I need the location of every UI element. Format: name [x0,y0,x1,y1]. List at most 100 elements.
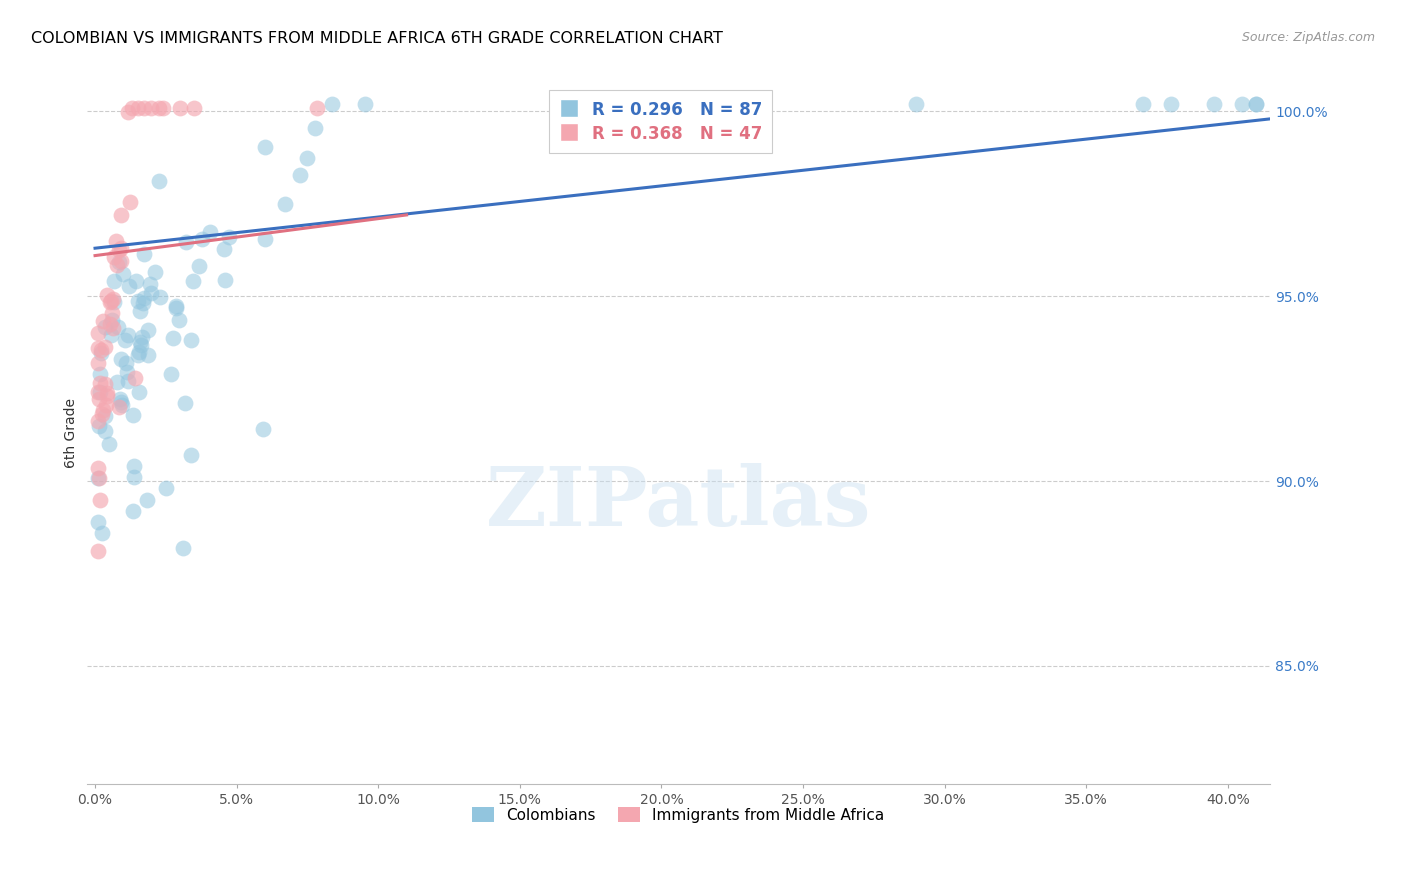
Point [117,328,139,343]
Point [218,230,240,244]
Point [180,448,202,462]
Point [148,101,170,115]
Point [129,334,152,349]
Point [105,258,128,272]
Point [96,389,118,403]
Point [107,320,129,334]
Point [108,255,131,269]
Point [117,365,139,379]
Y-axis label: 6th Grade: 6th Grade [65,398,79,468]
Point [128,304,150,318]
Point [252,422,274,436]
Point [101,305,124,319]
Point [110,351,132,366]
Point [321,97,343,112]
Point [87,356,110,370]
Point [94,398,117,412]
Point [89,376,111,391]
Point [87,460,110,475]
Point [1244,97,1267,112]
Point [1230,97,1253,112]
Point [181,275,204,289]
Point [103,250,125,264]
Point [91,402,114,417]
Point [122,459,145,474]
Point [136,492,159,507]
Point [152,101,174,115]
Point [134,247,156,261]
Point [94,376,117,391]
Point [136,348,159,362]
Point [174,396,197,410]
Point [305,101,328,115]
Point [1202,97,1225,112]
Point [87,515,110,529]
Point [254,232,277,246]
Point [200,225,222,239]
Point [125,274,148,288]
Point [124,470,146,484]
Point [180,333,202,347]
Point [90,407,112,421]
Point [169,101,191,115]
Point [90,343,112,357]
Point [118,279,141,293]
Point [290,168,312,182]
Point [187,260,209,274]
Point [91,314,114,328]
Point [87,392,110,406]
Point [110,254,132,268]
Point [87,414,110,428]
Point [127,101,149,115]
Point [132,101,155,115]
Point [132,291,155,305]
Point [101,292,124,306]
Point [107,400,129,414]
Point [105,234,128,248]
Point [100,293,122,308]
Point [148,174,170,188]
Point [103,274,125,288]
Point [118,194,141,209]
Point [121,101,143,115]
Point [87,419,110,434]
Point [214,272,236,286]
Point [136,322,159,336]
Text: ZIPatlas: ZIPatlas [485,463,872,543]
Point [169,312,191,326]
Point [101,313,124,327]
Point [94,409,117,423]
Point [87,471,110,485]
Point [100,327,122,342]
Point [115,356,138,370]
Point [117,105,139,120]
Point [191,232,214,246]
Point [110,392,132,407]
Point [139,101,162,115]
Point [128,345,150,359]
Point [111,398,134,412]
Point [131,330,153,344]
Point [139,277,162,291]
Point [124,370,146,384]
Point [89,367,111,381]
Point [110,241,132,255]
Point [122,503,145,517]
Point [94,319,117,334]
Point [905,97,928,112]
Point [1132,97,1154,112]
Point [354,97,377,112]
Point [90,525,112,540]
Point [100,295,122,310]
Point [111,267,134,281]
Point [273,197,295,211]
Point [114,334,136,348]
Point [1160,97,1182,112]
Point [87,385,110,400]
Point [141,285,163,300]
Point [96,385,118,400]
Point [155,482,177,496]
Point [1244,97,1267,112]
Point [105,375,128,389]
Text: Source: ZipAtlas.com: Source: ZipAtlas.com [1241,31,1375,45]
